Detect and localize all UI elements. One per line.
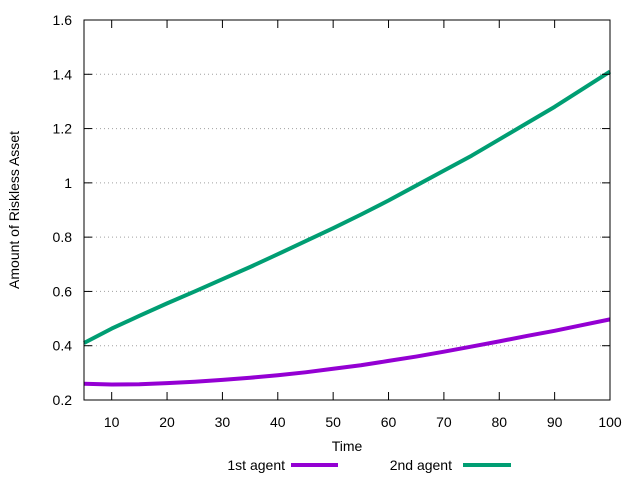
legend-label-2: 2nd agent — [390, 457, 452, 473]
x-tick-label: 20 — [159, 414, 175, 430]
x-tick-label: 10 — [104, 414, 120, 430]
legend: 1st agent 2nd agent — [227, 457, 511, 473]
x-tick-label: 80 — [491, 414, 507, 430]
y-tick-label: 0.8 — [53, 229, 73, 245]
series-line-1 — [83, 317, 611, 387]
x-tick-label: 50 — [325, 414, 341, 430]
plot-frame — [83, 19, 611, 401]
x-tick-label: 100 — [598, 414, 622, 430]
y-tick-label: 1 — [64, 175, 72, 191]
y-axis-title: Amount of Riskless Asset — [6, 131, 22, 289]
legend-label-1: 1st agent — [227, 457, 285, 473]
y-tick-label: 1.6 — [53, 12, 73, 28]
axis-ticks — [84, 19, 611, 401]
x-tick-label: 60 — [381, 414, 397, 430]
x-tick-label: 30 — [215, 414, 231, 430]
x-tick-label: 70 — [436, 414, 452, 430]
x-tick-label: 90 — [547, 414, 563, 430]
y-tick-labels: 0.2 0.4 0.6 0.8 1 1.2 1.4 1.6 — [53, 12, 73, 408]
x-tick-labels: 10 20 30 40 50 60 70 80 90 100 — [104, 414, 622, 430]
y-tick-label: 1.4 — [53, 66, 73, 82]
x-axis-title: Time — [332, 438, 363, 454]
series-lines — [83, 69, 612, 387]
series-line-2 — [83, 69, 612, 345]
y-tick-label: 0.6 — [53, 283, 73, 299]
y-tick-label: 0.4 — [53, 338, 73, 354]
x-tick-label: 40 — [270, 414, 286, 430]
y-tick-label: 0.2 — [53, 392, 73, 408]
y-tick-label: 1.2 — [53, 121, 73, 137]
